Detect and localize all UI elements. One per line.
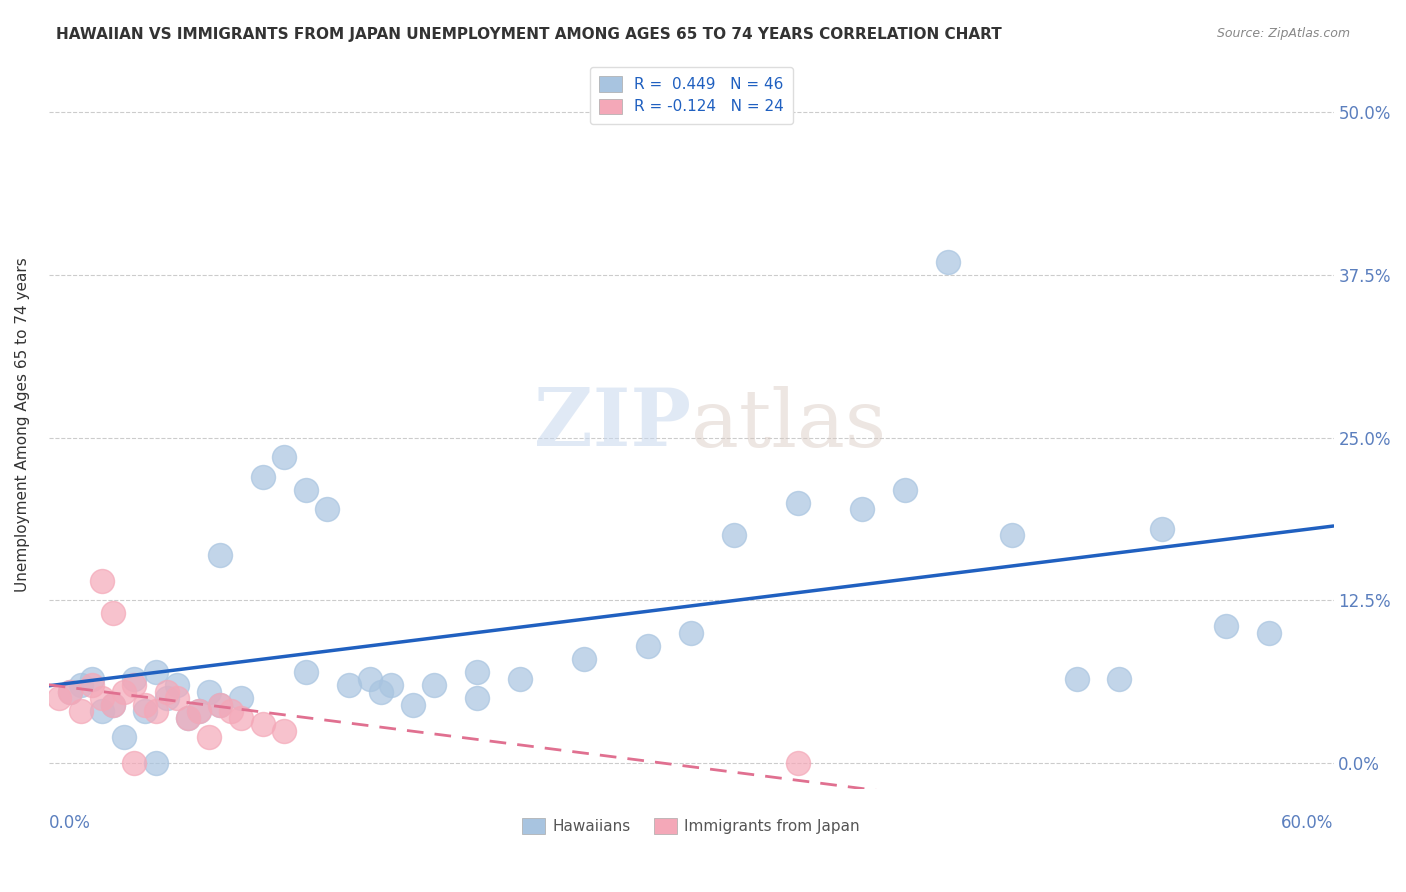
Text: HAWAIIAN VS IMMIGRANTS FROM JAPAN UNEMPLOYMENT AMONG AGES 65 TO 74 YEARS CORRELA: HAWAIIAN VS IMMIGRANTS FROM JAPAN UNEMPL… xyxy=(56,27,1002,42)
Point xyxy=(124,672,146,686)
Point xyxy=(273,723,295,738)
Point xyxy=(1001,528,1024,542)
Point xyxy=(337,678,360,692)
Point xyxy=(187,704,209,718)
Point xyxy=(155,684,177,698)
Point xyxy=(231,691,253,706)
Point xyxy=(209,698,232,712)
Point xyxy=(124,756,146,771)
Point xyxy=(294,483,316,497)
Point xyxy=(316,502,339,516)
Point xyxy=(787,756,810,771)
Point xyxy=(134,698,156,712)
Point xyxy=(70,678,93,692)
Point xyxy=(1215,619,1237,633)
Point xyxy=(637,639,659,653)
Point xyxy=(787,496,810,510)
Point xyxy=(402,698,425,712)
Point xyxy=(124,678,146,692)
Point xyxy=(112,684,135,698)
Point xyxy=(145,704,167,718)
Text: Source: ZipAtlas.com: Source: ZipAtlas.com xyxy=(1216,27,1350,40)
Point xyxy=(1152,522,1174,536)
Point xyxy=(231,711,253,725)
Point xyxy=(112,731,135,745)
Point xyxy=(70,704,93,718)
Point xyxy=(91,574,114,588)
Point xyxy=(1066,672,1088,686)
Point xyxy=(177,711,200,725)
Legend: R =  0.449   N = 46, R = -0.124   N = 24: R = 0.449 N = 46, R = -0.124 N = 24 xyxy=(589,67,793,124)
Point xyxy=(572,652,595,666)
Point xyxy=(209,548,232,562)
Point xyxy=(155,691,177,706)
Point xyxy=(145,756,167,771)
Point xyxy=(1258,626,1281,640)
Point xyxy=(252,469,274,483)
Point xyxy=(681,626,703,640)
Point xyxy=(145,665,167,679)
Point xyxy=(91,691,114,706)
Point xyxy=(465,691,488,706)
Text: atlas: atlas xyxy=(692,385,886,464)
Point xyxy=(294,665,316,679)
Point xyxy=(509,672,531,686)
Point xyxy=(166,691,188,706)
Text: ZIP: ZIP xyxy=(534,385,692,464)
Text: 60.0%: 60.0% xyxy=(1281,814,1333,832)
Point xyxy=(166,678,188,692)
Point xyxy=(465,665,488,679)
Point xyxy=(370,684,392,698)
Point xyxy=(48,691,70,706)
Point xyxy=(80,678,103,692)
Point xyxy=(59,684,82,698)
Point xyxy=(177,711,200,725)
Point xyxy=(198,684,221,698)
Point xyxy=(894,483,917,497)
Point xyxy=(423,678,446,692)
Y-axis label: Unemployment Among Ages 65 to 74 years: Unemployment Among Ages 65 to 74 years xyxy=(15,257,30,592)
Point xyxy=(101,607,124,621)
Point xyxy=(359,672,381,686)
Point xyxy=(219,704,242,718)
Point xyxy=(101,698,124,712)
Point xyxy=(80,672,103,686)
Point xyxy=(187,704,209,718)
Text: 0.0%: 0.0% xyxy=(49,814,90,832)
Point xyxy=(273,450,295,464)
Point xyxy=(252,717,274,731)
Point xyxy=(91,704,114,718)
Point xyxy=(851,502,873,516)
Point xyxy=(101,698,124,712)
Point xyxy=(59,684,82,698)
Point xyxy=(198,731,221,745)
Point xyxy=(380,678,402,692)
Point xyxy=(209,698,232,712)
Point xyxy=(1108,672,1130,686)
Point xyxy=(723,528,745,542)
Point xyxy=(134,704,156,718)
Point xyxy=(936,254,959,268)
